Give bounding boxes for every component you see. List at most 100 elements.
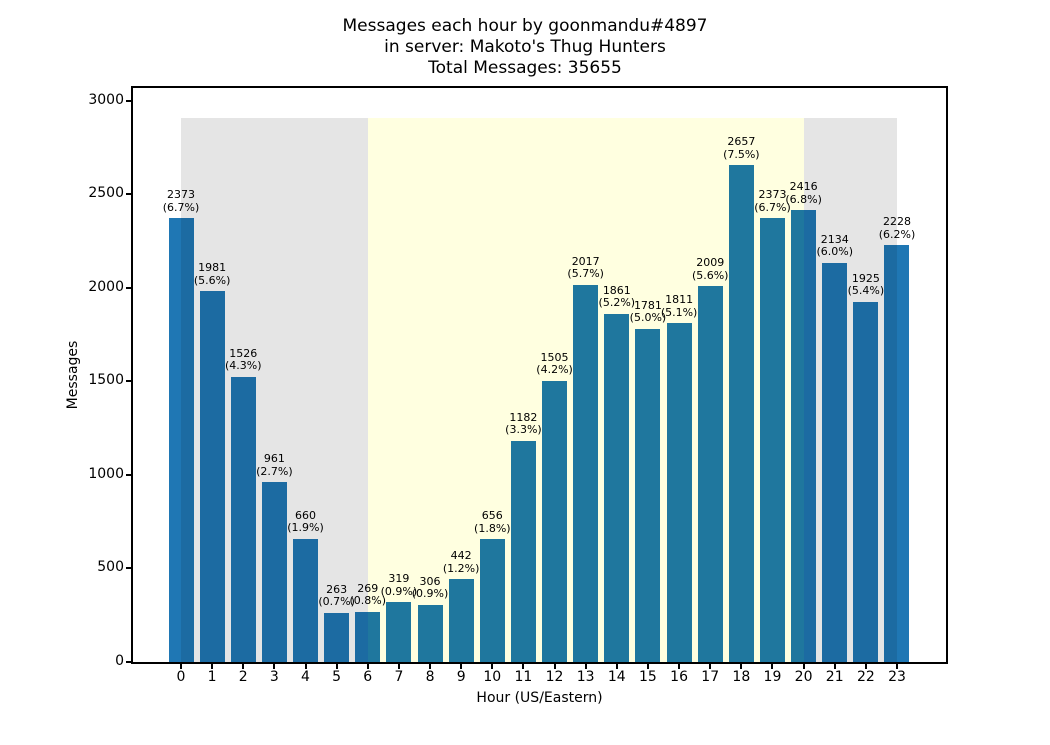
bar-hour-8 bbox=[417, 604, 443, 662]
bar-value-label-hour-3: 961 (2.7%) bbox=[256, 452, 293, 478]
bar-value-label-hour-8: 306 (0.9%) bbox=[411, 574, 449, 601]
bar-hour-2 bbox=[230, 376, 256, 662]
x-tick-mark-23 bbox=[895, 664, 898, 669]
bar-hour-13 bbox=[573, 284, 599, 662]
bar-hour-22 bbox=[853, 301, 879, 662]
x-tick-mark-20 bbox=[802, 664, 805, 669]
bar-value-label-hour-6: 269 (0.8%) bbox=[349, 581, 387, 608]
y-tick-label-0: 0 bbox=[115, 653, 124, 669]
chart-title-line-3: Total Messages: 35655 bbox=[428, 58, 622, 78]
bar-value-label-hour-16: 1811 (5.1%) bbox=[660, 293, 698, 319]
bar-value-label-hour-17: 2009 (5.6%) bbox=[691, 256, 729, 282]
background-band-night-right bbox=[803, 117, 897, 662]
bar-hour-15 bbox=[635, 328, 661, 662]
x-tick-label-11: 11 bbox=[514, 669, 533, 685]
bar-hour-7 bbox=[386, 602, 412, 662]
x-tick-label-21: 21 bbox=[825, 669, 844, 685]
bar-value-label-hour-20: 2416 (6.8%) bbox=[785, 180, 822, 206]
y-tick-mark-2000 bbox=[126, 286, 131, 289]
x-tick-mark-11 bbox=[522, 664, 525, 669]
bar-hour-1 bbox=[199, 291, 225, 662]
bar-value-label-hour-0: 2373 (6.7%) bbox=[162, 188, 200, 214]
bar-hour-0 bbox=[168, 218, 194, 662]
bar-value-label-hour-15: 1781 (5.0%) bbox=[629, 298, 667, 325]
x-tick-mark-10 bbox=[491, 664, 494, 669]
x-tick-label-2: 2 bbox=[238, 669, 248, 685]
y-tick-mark-3000 bbox=[126, 99, 131, 102]
bar-value-label-hour-4: 660 (1.9%) bbox=[287, 508, 324, 535]
bar-value-label-hour-22: 1925 (5.4%) bbox=[847, 271, 885, 298]
bar-value-label-hour-18: 2657 (7.5%) bbox=[723, 135, 760, 161]
x-tick-mark-5 bbox=[335, 664, 338, 669]
x-tick-label-13: 13 bbox=[576, 669, 595, 685]
bar-hour-4 bbox=[293, 538, 319, 662]
y-tick-label-1500: 1500 bbox=[88, 372, 124, 389]
bar-value-label-hour-21: 2134 (6.0%) bbox=[816, 232, 853, 259]
y-tick-mark-1500 bbox=[126, 380, 131, 383]
x-tick-mark-0 bbox=[180, 664, 182, 669]
bar-hour-16 bbox=[666, 323, 692, 662]
x-tick-mark-19 bbox=[771, 664, 774, 669]
x-tick-mark-2 bbox=[242, 664, 245, 669]
x-tick-mark-12 bbox=[553, 664, 556, 669]
bar-value-label-hour-14: 1861 (5.2%) bbox=[598, 283, 636, 310]
y-tick-mark-0 bbox=[126, 661, 131, 663]
x-tick-label-12: 12 bbox=[545, 669, 564, 685]
x-tick-label-8: 8 bbox=[425, 669, 435, 685]
x-tick-label-22: 22 bbox=[856, 669, 875, 685]
x-tick-mark-18 bbox=[740, 664, 743, 669]
bar-hour-6 bbox=[355, 611, 381, 662]
x-tick-mark-14 bbox=[615, 664, 618, 669]
x-tick-label-6: 6 bbox=[363, 669, 373, 685]
chart-title-line-1: Messages each hour by goonmandu#4897 bbox=[342, 16, 708, 36]
bar-value-label-hour-13: 2017 (5.7%) bbox=[567, 254, 604, 281]
x-tick-mark-21 bbox=[833, 664, 836, 669]
bar-value-label-hour-10: 656 (1.8%) bbox=[474, 509, 511, 535]
x-tick-label-4: 4 bbox=[301, 669, 310, 685]
x-tick-mark-7 bbox=[397, 664, 400, 669]
x-tick-label-18: 18 bbox=[732, 669, 751, 685]
x-tick-label-9: 9 bbox=[456, 669, 466, 685]
x-axis-label: Hour (US/Eastern) bbox=[476, 690, 603, 706]
x-tick-label-5: 5 bbox=[332, 669, 342, 685]
y-tick-label-2500: 2500 bbox=[88, 185, 124, 202]
bar-value-label-hour-12: 1505 (4.2%) bbox=[536, 350, 573, 377]
y-tick-label-2000: 2000 bbox=[88, 278, 124, 295]
x-tick-label-23: 23 bbox=[888, 669, 906, 685]
x-tick-label-7: 7 bbox=[394, 669, 404, 685]
y-tick-mark-1000 bbox=[126, 473, 131, 476]
x-tick-label-17: 17 bbox=[701, 669, 720, 685]
x-tick-label-20: 20 bbox=[794, 669, 813, 685]
bar-hour-23 bbox=[884, 245, 910, 662]
y-tick-label-500: 500 bbox=[97, 559, 124, 576]
x-tick-label-3: 3 bbox=[269, 669, 279, 685]
x-tick-label-14: 14 bbox=[607, 669, 626, 685]
bar-value-label-hour-9: 442 (1.2%) bbox=[442, 549, 480, 575]
bar-hour-20 bbox=[791, 210, 817, 662]
x-tick-mark-6 bbox=[366, 664, 369, 669]
chart-title: Messages each hour by goonmandu#4897 in … bbox=[0, 16, 1050, 79]
x-tick-mark-17 bbox=[709, 664, 712, 669]
bar-hour-5 bbox=[324, 612, 350, 662]
x-tick-mark-9 bbox=[460, 664, 463, 669]
x-tick-label-1: 1 bbox=[207, 669, 217, 685]
bar-hour-10 bbox=[479, 539, 505, 662]
x-tick-label-19: 19 bbox=[763, 669, 782, 685]
bar-value-label-hour-5: 263 (0.7%) bbox=[318, 582, 355, 609]
x-tick-mark-13 bbox=[584, 664, 587, 669]
x-tick-label-0: 0 bbox=[176, 669, 186, 685]
bar-hour-11 bbox=[510, 440, 536, 662]
bar-value-label-hour-19: 2373 (6.7%) bbox=[754, 188, 791, 214]
bar-value-label-hour-23: 2228 (6.2%) bbox=[878, 215, 916, 241]
bar-hour-9 bbox=[448, 579, 474, 662]
x-tick-mark-16 bbox=[678, 664, 681, 669]
x-tick-mark-1 bbox=[211, 664, 214, 669]
bar-hour-19 bbox=[759, 218, 785, 662]
bar-hour-12 bbox=[542, 380, 568, 662]
bar-value-label-hour-11: 1182 (3.3%) bbox=[505, 410, 542, 437]
y-tick-label-3000: 3000 bbox=[88, 91, 124, 108]
bar-hour-21 bbox=[822, 262, 848, 662]
x-tick-label-15: 15 bbox=[639, 669, 657, 685]
bar-value-label-hour-7: 319 (0.9%) bbox=[380, 572, 418, 598]
